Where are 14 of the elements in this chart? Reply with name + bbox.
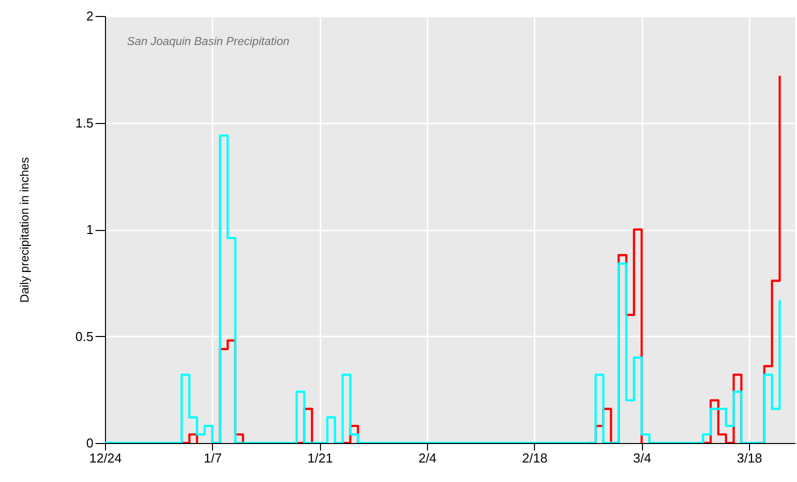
- y-tick-label: 2: [86, 8, 94, 24]
- x-tick-label: 2/4: [418, 450, 437, 466]
- y-tick-label: 1.5: [75, 115, 94, 130]
- y-tick-label: 1: [86, 222, 94, 237]
- x-tick-label: 1/21: [308, 450, 333, 466]
- y-axis-title: Daily precipitation in inches: [17, 157, 32, 303]
- x-tick-label: 1/7: [204, 450, 222, 466]
- text: San Joaquin Basin Precipitation: [127, 36, 290, 48]
- y-tick-label: 0.5: [75, 328, 94, 344]
- y-tick-label: 0: [86, 436, 94, 450]
- x-tick-label: 2/18: [522, 450, 548, 466]
- x-tick-label: 12/24: [89, 450, 122, 466]
- x-tick-label: 3/18: [736, 450, 762, 466]
- x-tick-label: 3/4: [633, 450, 652, 466]
